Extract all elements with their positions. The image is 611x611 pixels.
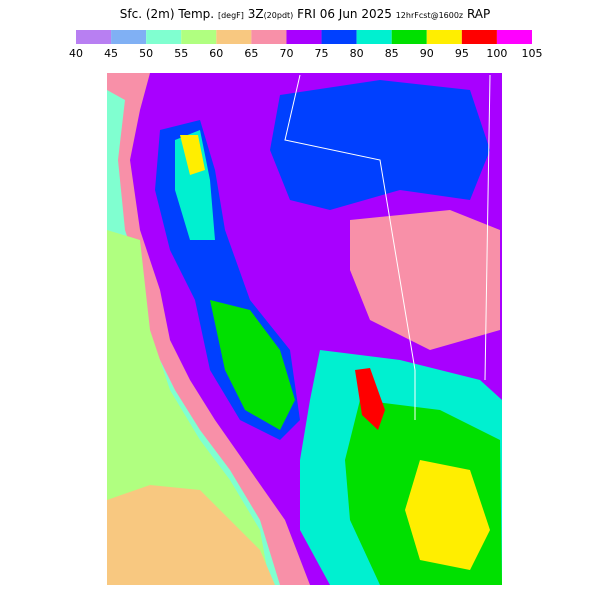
legend-label: 50	[139, 47, 153, 60]
legend-swatch	[321, 30, 357, 44]
title-part: [degF]	[218, 11, 244, 20]
desert-yellow	[405, 460, 490, 570]
legend-label: 80	[350, 47, 364, 60]
map-title: Sfc. (2m) Temp. [degF] 3Z(20pdt) FRI 06 …	[120, 7, 491, 21]
legend-label: 40	[69, 47, 83, 60]
title-part: RAP	[467, 7, 490, 21]
valley-cyan	[175, 130, 215, 240]
legend-label: 95	[455, 47, 469, 60]
interior-blue	[270, 80, 490, 210]
hot-spot	[180, 135, 205, 175]
legend-label: 105	[522, 47, 543, 60]
legend-label: 70	[279, 47, 293, 60]
legend-swatch	[216, 30, 252, 44]
legend-label: 90	[420, 47, 434, 60]
state-borders	[284, 74, 491, 420]
legend-swatch	[356, 30, 392, 44]
color-legend: 40 45 50 55 60 65 70 75 80 85 90 95 100 105	[69, 30, 543, 60]
map-field	[107, 73, 502, 585]
title-part: FRI 06 Jun 2025	[297, 7, 392, 21]
legend-label: 100	[486, 47, 507, 60]
title-part: 3Z	[248, 7, 264, 21]
hot-core	[355, 368, 385, 430]
legend-label: 45	[104, 47, 118, 60]
legend-swatch	[181, 30, 217, 44]
legend-swatch	[251, 30, 287, 44]
ocean-warm	[107, 485, 275, 585]
legend-swatch	[286, 30, 322, 44]
legend-label: 55	[174, 47, 188, 60]
legend-label: 75	[315, 47, 329, 60]
legend-label: 60	[209, 47, 223, 60]
valley-green	[210, 300, 295, 430]
legend-swatch	[146, 30, 182, 44]
legend-swatch	[496, 30, 532, 44]
legend-swatch	[461, 30, 497, 44]
interior-pink	[350, 210, 500, 350]
title-part: (20pdt)	[264, 11, 294, 20]
title-part: 12hrFcst@1600z	[396, 11, 463, 20]
legend-swatch	[76, 30, 112, 44]
legend-swatch	[391, 30, 427, 44]
legend-swatch	[426, 30, 462, 44]
legend-label: 65	[244, 47, 258, 60]
legend-label: 85	[385, 47, 399, 60]
title-part: Sfc. (2m) Temp.	[120, 7, 214, 21]
legend-swatch	[111, 30, 147, 44]
